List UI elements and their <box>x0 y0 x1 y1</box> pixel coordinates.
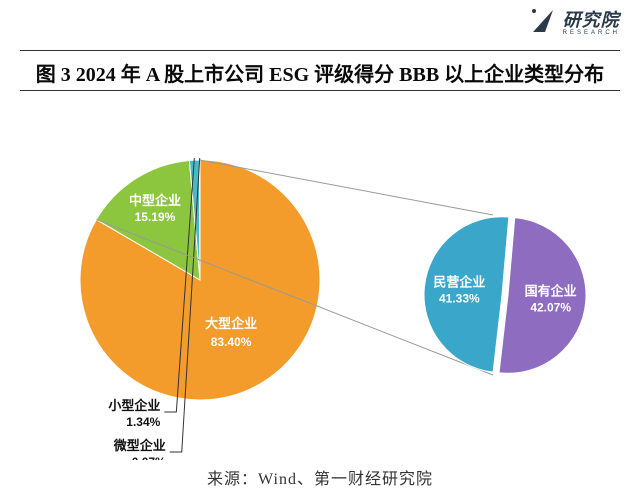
logo: 研究院 RESEARCH <box>531 6 620 36</box>
title-bottom-rule <box>20 90 620 91</box>
main-pie-label: 大型企业 <box>205 316 257 331</box>
logo-cn: 研究院 <box>563 6 620 32</box>
page: 研究院 RESEARCH 图 3 2024 年 A 股上市公司 ESG 评级得分… <box>0 0 640 503</box>
logo-en: RESEARCH <box>563 30 620 36</box>
title-top-rule <box>20 50 620 51</box>
sub-pie-label: 民营企业 <box>433 274 485 289</box>
sub-pie-pct: 42.07% <box>530 301 571 315</box>
sub-pie-label: 国有企业 <box>525 284 577 299</box>
main-pie-pct: 0.07% <box>132 455 166 460</box>
pie-chart: 大型企业 83.40% 中型企业 15.19% 小型企业 1.34% 微型企业 0.07% 国有… <box>0 100 640 460</box>
source-text: 来源：Wind、第一财经研究院 <box>0 465 640 489</box>
main-pie-label: 小型企业 <box>108 398 160 413</box>
logo-text: 研究院 RESEARCH <box>563 6 620 36</box>
main-pie-pct: 1.34% <box>126 415 160 429</box>
logo-mark-icon <box>531 8 557 34</box>
main-pie-slice <box>199 160 200 280</box>
main-pie-label: 微型企业 <box>113 438 166 453</box>
sub-pie-pct: 41.33% <box>439 291 480 305</box>
main-pie-label: 中型企业 <box>129 193 181 208</box>
main-pie-pct: 83.40% <box>211 335 252 349</box>
chart-stage: 大型企业 83.40% 中型企业 15.19% 小型企业 1.34% 微型企业 0.07% 国有… <box>0 100 640 460</box>
main-pie-pct: 15.19% <box>135 210 176 224</box>
chart-title: 图 3 2024 年 A 股上市公司 ESG 评级得分 BBB 以上企业类型分布 <box>0 58 640 87</box>
